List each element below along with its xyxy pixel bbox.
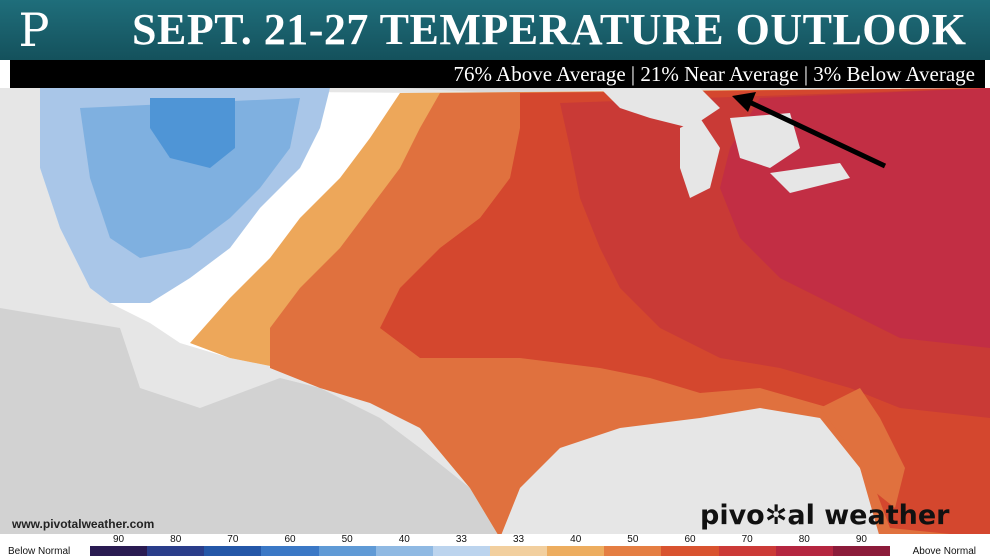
legend-tick-label: 80: [798, 534, 810, 545]
legend-swatch: [718, 546, 776, 556]
legend-swatch: [90, 546, 148, 556]
legend-tick-label: 50: [341, 534, 353, 545]
legend-tick-label: 33: [513, 534, 525, 545]
legend-above-normal: Above Normal: [912, 546, 976, 557]
header-banner: P SEPT. 21-27 TEMPERATURE OUTLOOK: [0, 0, 990, 60]
legend-swatch: [832, 546, 890, 556]
below-normal-mid: [80, 98, 300, 258]
lake-erie: [770, 163, 850, 193]
legend-swatch: [204, 546, 262, 556]
legend-below-normal: Below Normal: [8, 546, 71, 557]
legend-swatch: [489, 546, 548, 556]
legend-swatch: [375, 546, 433, 556]
legend-tick-label: 90: [113, 534, 125, 545]
florida-peninsula: [820, 388, 905, 508]
brand-text-end: al weather: [787, 500, 950, 531]
lake-michigan: [680, 118, 720, 198]
annotation-arrowhead: [732, 92, 756, 112]
brand-gear-icon: ✲: [764, 500, 788, 531]
legend-tick-label: 40: [398, 534, 410, 545]
probability-summary: 76% Above Average | 21% Near Average | 3…: [453, 62, 975, 86]
legend-swatch: [604, 546, 662, 556]
page-title: SEPT. 21-27 TEMPERATURE OUTLOOK: [132, 5, 967, 54]
below-normal-inner: [150, 98, 235, 168]
pivotal-logo: P: [18, 3, 50, 57]
mexico-land: [0, 308, 500, 538]
legend-tick-label: 70: [227, 534, 239, 545]
legend-swatch: [547, 546, 605, 556]
legend-tick-label: 70: [741, 534, 753, 545]
legend-swatch: [261, 546, 319, 556]
watermark-url: www.pivotalweather.com: [12, 517, 155, 531]
legend-tick-label: 90: [855, 534, 867, 545]
brand-text-start: pivo: [700, 500, 765, 531]
legend-ticks: 90 80 70 60 50 40 33 33 40 50 60 70 80 90: [90, 534, 890, 546]
legend-swatch: [661, 546, 719, 556]
legend-swatches: [90, 546, 890, 556]
outlook-map: [0, 88, 990, 538]
legend-swatch: [147, 546, 205, 556]
legend-swatch: [775, 546, 833, 556]
legend-tick-label: 80: [170, 534, 182, 545]
pivotal-weather-brand: pivo✲al weather: [700, 500, 949, 531]
legend-tick-label: 40: [570, 534, 582, 545]
annotation-arrow: [743, 97, 887, 169]
legend-tick-label: 60: [684, 534, 696, 545]
legend-swatch: [432, 546, 490, 556]
legend-tick-label: 50: [627, 534, 639, 545]
gulf-of-mexico: [500, 408, 880, 538]
subtitle-bar: 76% Above Average | 21% Near Average | 3…: [10, 60, 985, 88]
legend-swatch: [318, 546, 376, 556]
legend-tick-label: 60: [284, 534, 296, 545]
lake-superior: [600, 88, 720, 128]
lake-huron: [730, 113, 800, 168]
color-legend: Below Normal 90 80 70 60 50 40 33 33 40 50 60 70 80 9…: [0, 534, 990, 559]
legend-tick-label: 33: [455, 534, 467, 545]
